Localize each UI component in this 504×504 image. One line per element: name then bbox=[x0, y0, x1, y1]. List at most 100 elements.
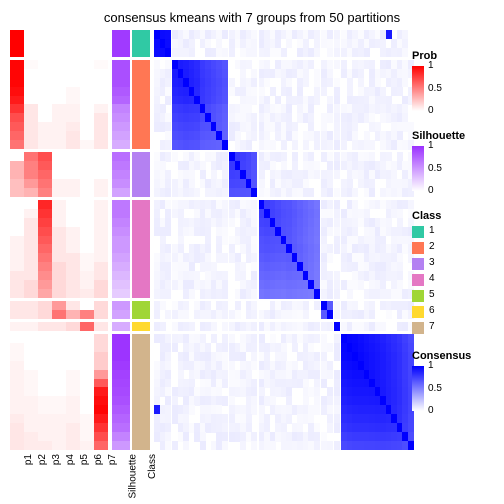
silhouette-cell bbox=[112, 253, 130, 262]
silhouette-cell bbox=[112, 122, 130, 131]
prob-cell bbox=[24, 334, 38, 343]
prob-cell bbox=[38, 218, 52, 227]
prob-cell bbox=[38, 78, 52, 87]
prob-cell bbox=[52, 96, 66, 105]
prob-cell bbox=[10, 209, 24, 218]
prob-cell bbox=[10, 170, 24, 179]
prob-cell bbox=[10, 396, 24, 405]
x-axis-label: p6 bbox=[93, 454, 104, 465]
prob-cell bbox=[66, 432, 80, 441]
prob-cell bbox=[52, 262, 66, 271]
consensus-cell bbox=[314, 170, 320, 179]
prob-cell bbox=[52, 280, 66, 289]
prob-cell bbox=[94, 414, 108, 423]
class-legend-swatch bbox=[412, 306, 424, 318]
class-legend-swatch bbox=[412, 258, 424, 270]
consensus-cell bbox=[314, 441, 320, 450]
prob-cell bbox=[80, 161, 94, 170]
consensus-cell bbox=[334, 352, 340, 361]
prob-cell bbox=[24, 218, 38, 227]
prob-cell bbox=[38, 310, 52, 319]
prob-cell bbox=[38, 405, 52, 414]
consensus-cell bbox=[386, 310, 392, 319]
prob-cell bbox=[80, 310, 94, 319]
prob-cell bbox=[80, 414, 94, 423]
silhouette-cell bbox=[112, 30, 130, 39]
consensus-cell bbox=[270, 140, 276, 149]
prob-cell bbox=[94, 152, 108, 161]
silhouette-cell bbox=[112, 432, 130, 441]
prob-cell bbox=[66, 396, 80, 405]
prob-cell bbox=[10, 78, 24, 87]
prob-cell bbox=[38, 280, 52, 289]
class-cell bbox=[132, 104, 150, 113]
prob-cell bbox=[38, 352, 52, 361]
prob-cell bbox=[10, 301, 24, 310]
prob-cell bbox=[94, 361, 108, 370]
prob-cell bbox=[66, 122, 80, 131]
prob-cell bbox=[38, 343, 52, 352]
silhouette-cell bbox=[112, 423, 130, 432]
consensus-cell bbox=[402, 48, 408, 57]
class-cell bbox=[132, 152, 150, 161]
prob-cell bbox=[52, 310, 66, 319]
prob-cell bbox=[66, 152, 80, 161]
prob-cell bbox=[52, 334, 66, 343]
prob-cell bbox=[94, 96, 108, 105]
prob-cell bbox=[52, 423, 66, 432]
prob-cell bbox=[80, 262, 94, 271]
class-cell bbox=[132, 387, 150, 396]
prob-cell bbox=[10, 236, 24, 245]
class-legend-title: Class bbox=[412, 210, 441, 222]
prob-cell bbox=[52, 289, 66, 298]
consensus-cell bbox=[222, 310, 228, 319]
prob-cell bbox=[94, 432, 108, 441]
prob-cell bbox=[10, 39, 24, 48]
prob-cell bbox=[10, 87, 24, 96]
prob-cell bbox=[24, 69, 38, 78]
prob-cell bbox=[38, 334, 52, 343]
prob-cell bbox=[10, 104, 24, 113]
prob-cell bbox=[38, 396, 52, 405]
consensus-cell bbox=[222, 140, 228, 149]
consensus-cell bbox=[165, 152, 171, 161]
prob-cell bbox=[10, 48, 24, 57]
prob-cell bbox=[52, 122, 66, 131]
consensus-cell bbox=[327, 48, 333, 57]
class-cell bbox=[132, 322, 150, 331]
class-cell bbox=[132, 209, 150, 218]
prob-cell bbox=[38, 301, 52, 310]
prob-cell bbox=[52, 271, 66, 280]
consensus-cell bbox=[281, 140, 287, 149]
prob-cell bbox=[38, 441, 52, 450]
prob-cell bbox=[94, 30, 108, 39]
silhouette-cell bbox=[112, 39, 130, 48]
prob-cell bbox=[94, 78, 108, 87]
prob-cell bbox=[38, 161, 52, 170]
x-axis-label: Silhouette bbox=[127, 454, 138, 498]
prob-cell bbox=[10, 423, 24, 432]
prob-cell bbox=[52, 60, 66, 69]
prob-cell bbox=[80, 218, 94, 227]
class-cell bbox=[132, 441, 150, 450]
prob-cell bbox=[80, 113, 94, 122]
prob-cell bbox=[94, 131, 108, 140]
prob-cell bbox=[10, 227, 24, 236]
prob-cell bbox=[94, 209, 108, 218]
consensus-cell bbox=[211, 322, 217, 331]
prob-cell bbox=[38, 370, 52, 379]
consensus-cell bbox=[165, 441, 171, 450]
consensus-cell bbox=[165, 310, 171, 319]
prob-cell bbox=[94, 87, 108, 96]
consensus-cell bbox=[408, 441, 414, 450]
prob-cell bbox=[24, 301, 38, 310]
class-cell bbox=[132, 131, 150, 140]
silhouette-cell bbox=[112, 78, 130, 87]
consensus-cell bbox=[189, 289, 195, 298]
prob-cell bbox=[24, 361, 38, 370]
consensus-cell bbox=[189, 322, 195, 331]
prob-cell bbox=[66, 441, 80, 450]
prob-cell bbox=[24, 271, 38, 280]
prob-cell bbox=[80, 131, 94, 140]
prob-cell bbox=[10, 69, 24, 78]
